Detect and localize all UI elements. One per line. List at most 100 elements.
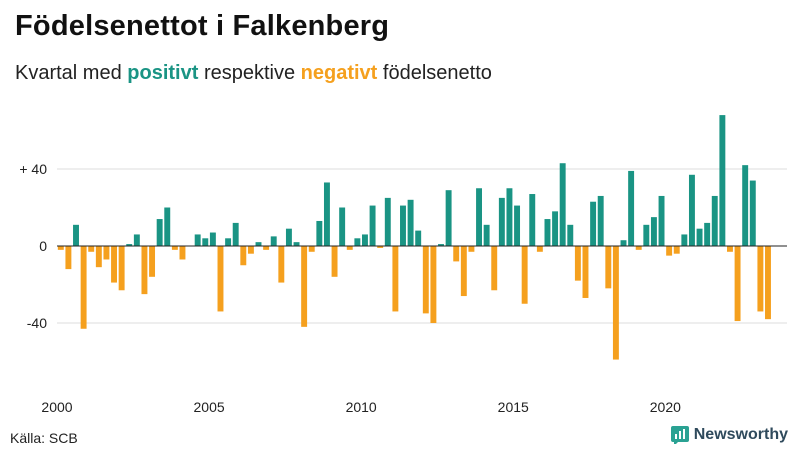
- bar: [514, 205, 521, 246]
- bar: [757, 246, 764, 312]
- bar: [73, 224, 79, 246]
- bar: [156, 219, 163, 246]
- bar: [57, 246, 64, 250]
- subtitle-middle: respektive: [198, 62, 301, 84]
- bar: [597, 195, 604, 246]
- bar: [232, 222, 239, 246]
- bar: [628, 170, 635, 246]
- bar: [438, 244, 444, 246]
- bar: [415, 230, 422, 246]
- bar: [240, 246, 247, 266]
- bar: [369, 205, 376, 246]
- bar: [247, 246, 254, 254]
- subtitle-suffix: födelsenetto: [377, 62, 492, 84]
- bar: [80, 246, 87, 329]
- bar: [118, 246, 125, 291]
- bar: [323, 182, 330, 246]
- y-tick-label: -40: [27, 315, 47, 331]
- chart-subtitle: Kvartal med positivt respektive negativt…: [15, 62, 492, 85]
- bar: [559, 163, 566, 246]
- bar: [141, 246, 148, 295]
- subtitle-negative: negativt: [300, 62, 378, 84]
- bar: [339, 207, 346, 246]
- bar: [544, 219, 551, 246]
- chart-title: Födelsenettot i Falkenberg: [15, 10, 390, 42]
- bar: [681, 234, 688, 246]
- bar: [331, 246, 338, 277]
- x-tick-label: 2010: [346, 399, 377, 415]
- bar: [727, 246, 733, 252]
- bar: [407, 199, 414, 246]
- bar: [460, 246, 467, 297]
- bar: [536, 246, 543, 252]
- bar: [103, 246, 110, 260]
- bar: [635, 246, 642, 250]
- bar: [316, 220, 323, 246]
- bar: [620, 240, 627, 246]
- bar: [445, 190, 452, 246]
- bar: [491, 246, 498, 291]
- bar: [650, 217, 657, 247]
- source-note: Källa: SCB: [10, 430, 78, 446]
- bar: [719, 115, 726, 246]
- bar: [605, 246, 612, 289]
- bar: [164, 207, 171, 246]
- y-tick-label: + 40: [19, 161, 47, 177]
- y-tick-label: 0: [39, 238, 47, 254]
- bar: [529, 194, 536, 246]
- bar: [377, 246, 384, 248]
- bar: [483, 224, 490, 246]
- bar: [65, 246, 72, 270]
- brand-logo: Newsworthy: [670, 426, 788, 444]
- bar: [301, 246, 308, 327]
- bar: [362, 234, 368, 246]
- x-tick-label: 2005: [194, 399, 225, 415]
- bar: [194, 234, 201, 246]
- bar: [711, 195, 718, 246]
- bar: [574, 246, 581, 281]
- bar: [430, 246, 437, 323]
- bar: [400, 205, 406, 246]
- bar: [749, 180, 756, 246]
- bar: [498, 197, 505, 247]
- bar: [179, 246, 186, 260]
- bar: [658, 195, 665, 246]
- bar: [308, 246, 315, 252]
- bar: [612, 246, 619, 360]
- bar: [734, 246, 741, 322]
- bar: [111, 246, 117, 283]
- subtitle-positive: positivt: [127, 62, 199, 84]
- bar: [278, 246, 285, 283]
- bar: [202, 238, 209, 246]
- bar: [704, 222, 711, 246]
- bar: [293, 242, 300, 246]
- bar: [384, 197, 391, 247]
- x-tick-label: 2020: [650, 399, 681, 415]
- bar: [392, 246, 399, 312]
- bar: [95, 246, 102, 268]
- newsworthy-icon: [670, 426, 689, 444]
- x-tick-label: 2000: [41, 399, 72, 415]
- bar: [688, 174, 695, 246]
- bar: [171, 246, 178, 250]
- bar: [346, 246, 353, 250]
- bar: [552, 211, 559, 246]
- bar: [468, 246, 475, 252]
- bar: [582, 246, 589, 298]
- bar: [126, 244, 133, 246]
- bar: [270, 236, 277, 247]
- bar: [567, 224, 574, 246]
- subtitle-prefix: Kvartal med: [15, 62, 128, 84]
- bar: [255, 242, 262, 246]
- x-tick-label: 2015: [498, 399, 529, 415]
- bar: [354, 238, 361, 246]
- bar: [506, 188, 513, 246]
- bar: [696, 228, 703, 246]
- bar: [673, 246, 680, 254]
- bar: [217, 246, 224, 312]
- bar: [133, 234, 140, 246]
- bar: [285, 228, 292, 246]
- bar: [149, 246, 156, 277]
- bar: [422, 246, 429, 314]
